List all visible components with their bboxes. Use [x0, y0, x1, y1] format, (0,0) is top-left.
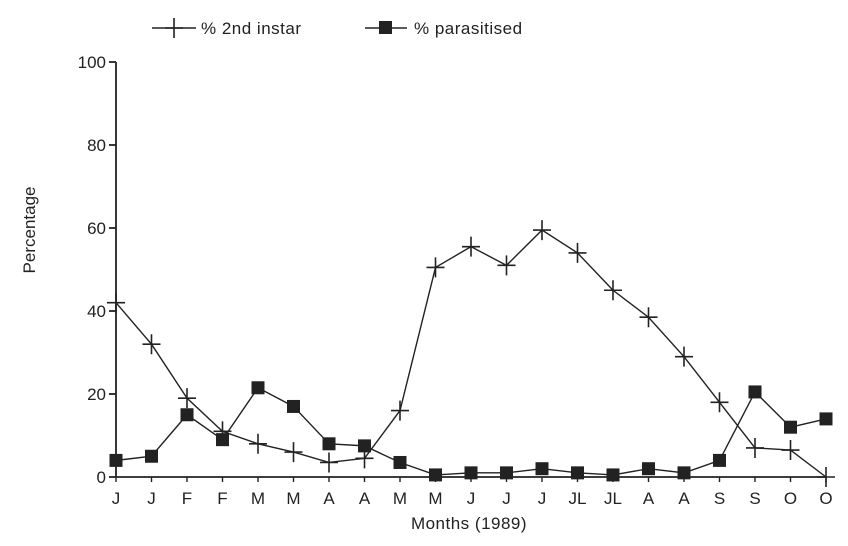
y-tick-label: 40 — [87, 302, 106, 321]
x-tick-label: S — [714, 489, 725, 508]
legend-instar-marker — [165, 18, 183, 38]
data-point-square — [322, 437, 336, 451]
x-tick-label: A — [643, 489, 655, 508]
x-ticks: J J F F M M A A M M J J J JL JL A A S S O O — [112, 477, 833, 508]
data-point-plus — [533, 220, 551, 241]
x-tick-label: A — [359, 489, 371, 508]
y-ticks: 0 20 40 60 80 100 — [78, 53, 116, 487]
data-point-plus — [781, 440, 800, 461]
data-point-square — [358, 439, 371, 453]
data-point-plus — [107, 292, 125, 313]
data-point-square — [571, 466, 584, 480]
x-tick-label: M — [428, 489, 442, 508]
legend-item-instar: % 2nd instar — [152, 18, 302, 38]
data-point-square — [500, 466, 513, 480]
data-point-square — [429, 468, 442, 482]
data-point-square — [606, 468, 620, 482]
y-tick-label: 20 — [87, 385, 106, 404]
x-tick-label: A — [678, 489, 690, 508]
data-point-plus — [178, 388, 196, 409]
data-point-square — [535, 462, 549, 476]
x-tick-label: J — [467, 489, 476, 508]
x-tick-label: J — [502, 489, 511, 508]
data-point-square — [677, 466, 691, 480]
data-point-square — [287, 399, 300, 413]
x-tick-label: J — [112, 489, 121, 508]
x-tick-label: M — [393, 489, 407, 508]
x-tick-label: S — [749, 489, 760, 508]
data-point-plus — [284, 442, 303, 463]
legend-parasitised-label: % parasitised — [414, 19, 523, 38]
data-point-plus — [462, 236, 480, 257]
data-point-plus — [675, 346, 693, 367]
series-layer — [107, 220, 835, 487]
x-tick-label: O — [819, 489, 832, 508]
data-point-plus — [497, 255, 516, 276]
data-point-square — [251, 381, 265, 395]
data-point-plus — [568, 242, 587, 263]
x-tick-label: O — [784, 489, 797, 508]
x-tick-label: A — [323, 489, 335, 508]
data-point-square — [464, 466, 478, 480]
y-tick-label: 0 — [97, 468, 106, 487]
data-point-square — [216, 433, 229, 447]
data-point-plus — [391, 400, 409, 421]
data-point-square — [109, 453, 123, 467]
x-tick-label: M — [286, 489, 300, 508]
legend-parasitised-marker — [379, 21, 392, 34]
x-axis-title: Months (1989) — [411, 514, 527, 533]
y-tick-label: 80 — [87, 136, 106, 155]
data-point-plus — [249, 433, 267, 454]
legend: % 2nd instar % parasitised — [152, 18, 523, 38]
data-point-square — [393, 455, 407, 469]
data-point-square — [819, 412, 833, 426]
data-point-plus — [142, 334, 161, 355]
data-point-square — [713, 453, 726, 467]
data-point-square — [784, 420, 797, 434]
x-tick-label: JL — [604, 489, 622, 508]
x-tick-label: F — [182, 489, 192, 508]
legend-instar-label: % 2nd instar — [201, 19, 302, 38]
data-point-square — [180, 408, 194, 422]
data-point-plus — [604, 280, 622, 301]
y-tick-label: 100 — [78, 53, 106, 72]
data-point-square — [642, 462, 655, 476]
data-point-square — [748, 385, 762, 399]
data-point-plus — [817, 467, 835, 487]
series-parasitised — [109, 381, 833, 482]
data-point-plus — [639, 307, 658, 328]
data-point-plus — [320, 452, 338, 473]
y-axis-title: Percentage — [20, 187, 39, 274]
data-point-square — [145, 449, 158, 463]
x-tick-label: J — [538, 489, 547, 508]
data-point-plus — [710, 392, 729, 413]
x-tick-label: JL — [569, 489, 587, 508]
legend-item-parasitised: % parasitised — [365, 19, 523, 38]
data-point-plus — [426, 257, 445, 278]
x-tick-label: F — [217, 489, 227, 508]
x-tick-label: J — [147, 489, 156, 508]
y-tick-label: 60 — [87, 219, 106, 238]
data-point-plus — [746, 437, 764, 458]
x-tick-label: M — [251, 489, 265, 508]
